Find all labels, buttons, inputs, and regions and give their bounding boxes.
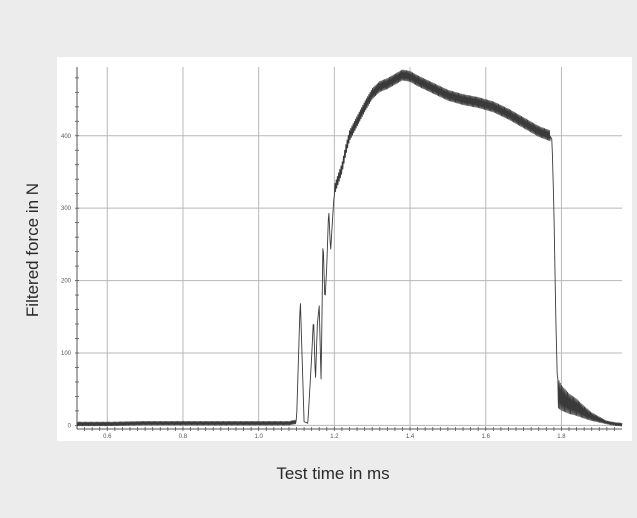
data-point: [182, 423, 183, 424]
data-point: [338, 179, 339, 180]
data-point: [107, 423, 108, 424]
data-point: [313, 316, 314, 317]
data-point: [76, 423, 77, 424]
data-point: [324, 302, 325, 303]
data-point: [417, 80, 418, 81]
data-point: [432, 87, 433, 88]
data-point: [345, 150, 346, 151]
data-point: [315, 381, 316, 382]
data-point: [326, 266, 327, 267]
x-tick-label: 1.4: [406, 434, 415, 440]
data-point: [145, 423, 146, 424]
data-point: [614, 423, 615, 424]
data-point: [538, 131, 539, 132]
data-point: [621, 424, 622, 425]
data-point: [319, 305, 320, 306]
data-point: [508, 113, 509, 114]
data-point: [606, 422, 607, 423]
x-tick-label: 1.8: [557, 434, 566, 440]
y-tick-label: 0: [68, 423, 72, 429]
data-point: [296, 421, 297, 422]
data-point: [349, 135, 350, 136]
x-tick-label: 1.6: [482, 434, 491, 440]
data-point: [584, 412, 585, 413]
data-point: [330, 251, 331, 252]
axis-layer: [75, 67, 622, 431]
data-point: [288, 423, 289, 424]
data-point: [549, 135, 550, 136]
data-point: [303, 421, 304, 422]
data-point: [576, 407, 577, 408]
data-point: [321, 381, 322, 382]
y-axis-label: Filtered force in N: [23, 182, 42, 318]
data-point: [599, 419, 600, 420]
data-point: [220, 423, 221, 424]
data-point: [379, 86, 380, 87]
x-tick-label: 0.6: [103, 434, 112, 440]
data-point: [372, 93, 373, 94]
data-point: [523, 122, 524, 123]
data-point: [341, 168, 342, 169]
data-point: [462, 99, 463, 100]
data-point: [561, 397, 562, 398]
grid-layer: [77, 67, 622, 429]
y-tick-label: 100: [61, 351, 72, 357]
data-point: [555, 316, 556, 317]
data-point: [300, 298, 301, 299]
plot-panel: 0.6 0.8 1.0 1.2 1.4 1.6 1.8 0 100 200 300 400: [57, 57, 632, 441]
data-point: [311, 356, 312, 357]
x-tick-label: 1.2: [330, 434, 339, 440]
data-point: [322, 237, 323, 238]
data-point: [551, 139, 552, 140]
data-point: [356, 121, 357, 122]
data-point: [568, 403, 569, 404]
data-point: [334, 189, 335, 190]
data-point: [591, 416, 592, 417]
y-tick-label: 200: [61, 279, 72, 285]
data-point: [402, 74, 403, 75]
data-point: [307, 423, 308, 424]
data-point: [364, 106, 365, 107]
y-tick-label: 300: [61, 206, 72, 212]
data-point: [478, 102, 479, 103]
data-point: [447, 95, 448, 96]
data-point: [317, 323, 318, 324]
chart-svg: 0.6 0.8 1.0 1.2 1.4 1.6 1.8 0 100 200 300 400: [61, 67, 623, 440]
tick-label-layer: 0.6 0.8 1.0 1.2 1.4 1.6 1.8 0 100 200 300 400: [61, 134, 566, 440]
data-point: [328, 208, 329, 209]
series-layer: [76, 69, 623, 427]
data-point: [387, 83, 388, 84]
data-point: [557, 392, 558, 393]
y-tick-label: 400: [61, 134, 72, 140]
data-point: [258, 423, 259, 424]
data-point: [493, 106, 494, 107]
data-point: [553, 208, 554, 209]
series-line: [76, 69, 623, 427]
x-axis-label: Test time in ms: [276, 464, 390, 483]
x-tick-label: 0.8: [179, 434, 188, 440]
x-tick-label: 1.0: [254, 434, 263, 440]
data-point: [394, 79, 395, 80]
data-point: [409, 76, 410, 77]
data-point: [302, 360, 303, 361]
